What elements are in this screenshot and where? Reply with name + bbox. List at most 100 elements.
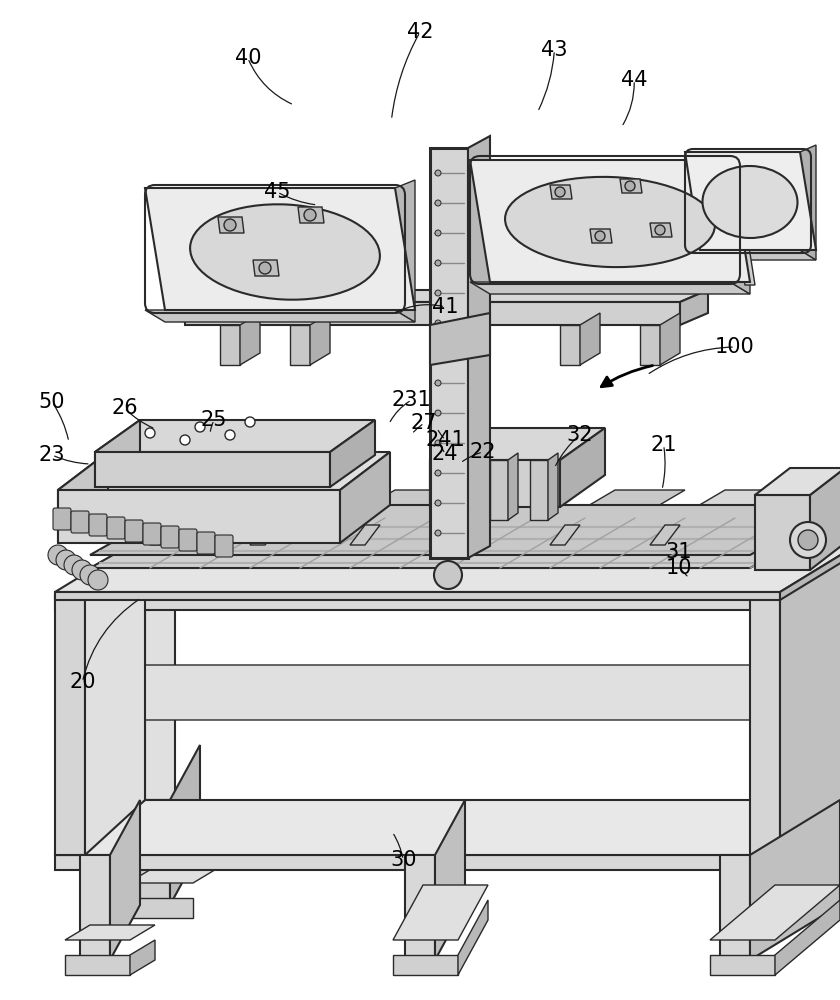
Polygon shape [145, 540, 175, 800]
Polygon shape [405, 855, 435, 960]
Polygon shape [128, 898, 193, 918]
Polygon shape [430, 428, 605, 460]
Text: 32: 32 [566, 425, 593, 445]
Polygon shape [470, 282, 750, 294]
Text: 26: 26 [111, 398, 138, 418]
FancyBboxPatch shape [179, 529, 197, 551]
Polygon shape [55, 855, 780, 870]
Text: 20: 20 [69, 672, 96, 692]
Circle shape [123, 461, 137, 475]
Polygon shape [530, 460, 548, 520]
Text: 10: 10 [665, 558, 692, 578]
Polygon shape [548, 453, 558, 520]
Polygon shape [90, 490, 245, 540]
Circle shape [72, 560, 92, 580]
Polygon shape [85, 540, 145, 855]
Circle shape [435, 320, 441, 326]
Polygon shape [685, 250, 816, 260]
Polygon shape [430, 458, 468, 558]
Circle shape [56, 550, 76, 570]
Circle shape [555, 187, 565, 197]
FancyBboxPatch shape [161, 526, 179, 548]
Polygon shape [650, 525, 680, 545]
Polygon shape [710, 885, 840, 940]
Circle shape [180, 435, 190, 445]
Polygon shape [685, 152, 816, 250]
Polygon shape [710, 955, 775, 975]
Polygon shape [55, 665, 840, 720]
Polygon shape [350, 525, 380, 545]
Polygon shape [55, 540, 840, 595]
Polygon shape [750, 595, 780, 855]
Polygon shape [95, 452, 330, 487]
Polygon shape [530, 490, 685, 540]
Polygon shape [750, 800, 840, 960]
Polygon shape [810, 468, 840, 570]
Polygon shape [640, 490, 795, 540]
Polygon shape [650, 223, 672, 237]
FancyBboxPatch shape [197, 532, 215, 554]
Polygon shape [755, 468, 840, 495]
Text: 42: 42 [407, 22, 433, 42]
Polygon shape [780, 800, 840, 870]
Polygon shape [640, 325, 660, 365]
Polygon shape [55, 720, 85, 735]
Polygon shape [55, 592, 780, 600]
FancyBboxPatch shape [125, 520, 143, 542]
Circle shape [435, 350, 441, 356]
Polygon shape [55, 595, 780, 610]
Polygon shape [430, 313, 490, 365]
Text: 25: 25 [201, 410, 228, 430]
Polygon shape [720, 855, 750, 960]
Polygon shape [800, 145, 816, 260]
Circle shape [435, 200, 441, 206]
Circle shape [798, 530, 818, 550]
Polygon shape [85, 540, 175, 595]
Circle shape [435, 290, 441, 296]
Polygon shape [450, 525, 480, 545]
Polygon shape [90, 505, 838, 555]
Text: 40: 40 [234, 48, 261, 68]
Polygon shape [550, 185, 572, 199]
Polygon shape [130, 940, 155, 975]
Polygon shape [458, 900, 488, 975]
Polygon shape [200, 490, 355, 540]
Polygon shape [110, 800, 140, 960]
Text: 44: 44 [621, 70, 648, 90]
Text: 27: 27 [411, 413, 438, 433]
Polygon shape [218, 217, 244, 233]
Ellipse shape [505, 177, 715, 267]
Polygon shape [95, 420, 375, 452]
Polygon shape [340, 452, 390, 543]
Polygon shape [58, 452, 390, 490]
Polygon shape [150, 525, 180, 545]
Circle shape [88, 570, 108, 590]
Polygon shape [820, 800, 840, 905]
Polygon shape [560, 325, 580, 365]
Polygon shape [393, 955, 458, 975]
Polygon shape [750, 540, 840, 595]
Polygon shape [490, 460, 508, 520]
Circle shape [213, 450, 227, 464]
Circle shape [625, 181, 635, 191]
Polygon shape [808, 898, 840, 918]
Ellipse shape [190, 204, 380, 300]
Circle shape [435, 530, 441, 536]
Polygon shape [253, 260, 279, 276]
Ellipse shape [702, 166, 797, 238]
Text: 45: 45 [264, 182, 291, 202]
Polygon shape [395, 180, 415, 322]
Polygon shape [240, 313, 260, 365]
Polygon shape [780, 665, 840, 735]
Polygon shape [420, 490, 575, 540]
Text: 22: 22 [470, 442, 496, 462]
Text: 231: 231 [391, 390, 432, 410]
Polygon shape [55, 537, 840, 592]
Polygon shape [185, 290, 708, 302]
Circle shape [168, 455, 182, 469]
Polygon shape [450, 460, 468, 520]
Circle shape [195, 422, 205, 432]
Polygon shape [730, 190, 755, 285]
Polygon shape [290, 325, 310, 365]
Circle shape [258, 445, 272, 459]
